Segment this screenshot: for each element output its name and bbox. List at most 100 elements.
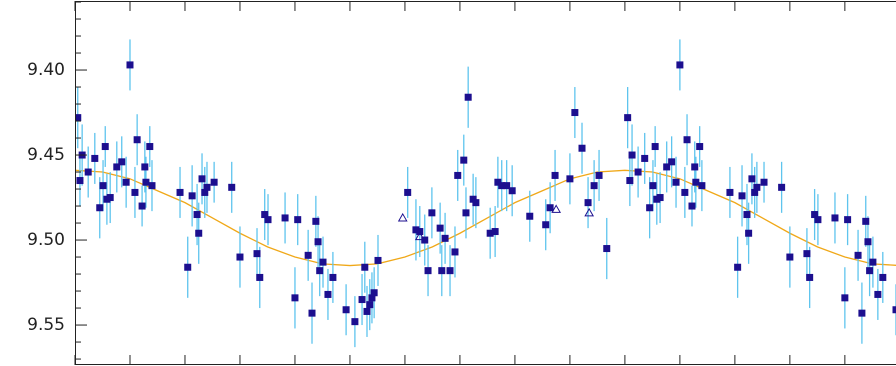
- data-point: [462, 209, 470, 217]
- data-point: [210, 178, 218, 186]
- data-point: [141, 163, 149, 171]
- data-point: [866, 267, 874, 275]
- data-point: [571, 109, 579, 117]
- data-point: [99, 182, 107, 190]
- data-point: [113, 163, 121, 171]
- data-point: [96, 204, 104, 212]
- data-point: [195, 229, 203, 237]
- data-point: [138, 202, 146, 210]
- data-point: [584, 199, 592, 207]
- data-point: [892, 306, 896, 314]
- data-point: [133, 136, 141, 144]
- data-point: [374, 256, 382, 264]
- y-tick-label: 9.55: [27, 315, 65, 335]
- data-point: [546, 204, 554, 212]
- data-point: [696, 143, 704, 151]
- data-point: [319, 258, 327, 266]
- data-point: [566, 175, 574, 183]
- data-point: [676, 61, 684, 69]
- data-point: [122, 178, 130, 186]
- data-point: [862, 217, 870, 225]
- data-point: [508, 187, 516, 195]
- data-point: [503, 182, 511, 190]
- data-point: [753, 183, 761, 191]
- data-point: [778, 183, 786, 191]
- data-point: [491, 228, 499, 236]
- data-point: [879, 273, 887, 281]
- data-point: [551, 171, 559, 179]
- data-point: [148, 182, 156, 190]
- data-point: [304, 251, 312, 259]
- data-point: [228, 183, 236, 191]
- data-point: [363, 307, 371, 315]
- data-point: [641, 154, 649, 162]
- data-point: [188, 192, 196, 200]
- data-point: [814, 216, 822, 224]
- data-point: [454, 171, 462, 179]
- triangle-point: [414, 231, 425, 241]
- data-point: [726, 188, 734, 196]
- data-point: [681, 188, 689, 196]
- data-point: [651, 143, 659, 151]
- data-point: [786, 253, 794, 261]
- axis-frame: [75, 1, 896, 365]
- y-tick-label: 9.40: [27, 60, 65, 80]
- data-point: [131, 188, 139, 196]
- triangle-point: [551, 204, 562, 213]
- data-point: [76, 177, 84, 185]
- y-tick-label: 9.45: [27, 145, 65, 165]
- data-point: [329, 273, 337, 281]
- data-point: [358, 296, 366, 304]
- data-point: [811, 211, 819, 219]
- data-point: [184, 263, 192, 271]
- data-point: [421, 236, 429, 244]
- data-point: [858, 309, 866, 317]
- data-point: [603, 245, 611, 253]
- data-point: [595, 171, 603, 179]
- data-point: [142, 178, 150, 186]
- data-point: [542, 221, 550, 229]
- data-point: [692, 178, 700, 186]
- data-point: [424, 267, 432, 275]
- data-point: [446, 267, 454, 275]
- data-point: [203, 183, 211, 191]
- data-point: [624, 114, 632, 122]
- y-tick-label: 9.50: [27, 230, 65, 250]
- data-point: [841, 294, 849, 302]
- data-point: [464, 93, 472, 101]
- data-point: [451, 248, 459, 256]
- data-point: [656, 194, 664, 202]
- data-point: [118, 158, 126, 166]
- data-point: [745, 229, 753, 237]
- data-point: [688, 202, 696, 210]
- data-point: [281, 214, 289, 222]
- data-point: [253, 250, 261, 258]
- data-point: [831, 214, 839, 222]
- data-point: [649, 182, 657, 190]
- data-point: [308, 309, 316, 317]
- data-point: [404, 188, 412, 196]
- data-point: [236, 253, 244, 261]
- data-point: [578, 144, 586, 152]
- data-point: [193, 211, 201, 219]
- triangle-point: [397, 212, 408, 222]
- data-point: [864, 238, 872, 246]
- data-point: [91, 154, 99, 162]
- data-point: [626, 177, 634, 185]
- data-point: [472, 199, 480, 207]
- data-point: [806, 273, 814, 281]
- data-point: [498, 182, 506, 190]
- data-point: [844, 216, 852, 224]
- data-point: [412, 226, 420, 234]
- data-point: [743, 211, 751, 219]
- data-point: [84, 168, 92, 176]
- data-point: [634, 168, 642, 176]
- plot-area: [75, 39, 896, 348]
- data-point: [803, 250, 811, 258]
- data-point: [494, 178, 502, 186]
- data-point: [361, 263, 369, 271]
- data-point: [683, 136, 691, 144]
- data-point: [748, 175, 756, 183]
- data-point: [672, 178, 680, 186]
